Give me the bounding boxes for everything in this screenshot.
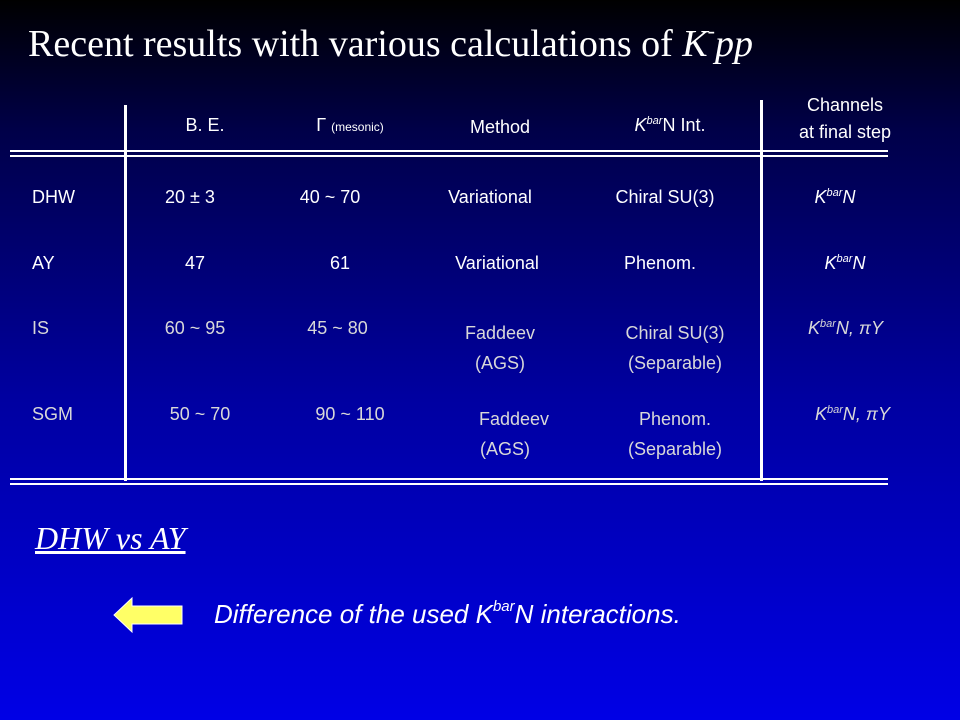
header-rule-bottom (10, 155, 888, 157)
cell-gamma: 45 ~ 80 (307, 318, 368, 338)
header-gamma: Γ (mesonic) (316, 115, 384, 135)
slide-title: Recent results with various calculations… (28, 18, 753, 65)
cell-channels: KbarN (814, 187, 856, 207)
table-divider-left (124, 105, 127, 481)
cell-gamma: 90 ~ 110 (315, 404, 385, 424)
cell-interaction: Chiral SU(3) (Separable) (625, 323, 725, 373)
cell-be: 20 ± 3 (165, 187, 215, 207)
header-rule-top (10, 150, 888, 152)
cell-method: Variational (455, 253, 539, 273)
cell-gamma: 40 ~ 70 (299, 187, 361, 207)
left-arrow-icon (112, 596, 184, 639)
footer-rule-top (10, 478, 888, 480)
row-label: DHW (32, 187, 75, 207)
comparison-heading: DHW vs AY (35, 520, 186, 556)
cell-interaction: Phenom. (623, 253, 697, 273)
cell-channels: KbarN, πY (815, 404, 890, 424)
cell-channels: KbarN, πY (808, 318, 883, 338)
cell-be: 50 ~ 70 (169, 404, 231, 424)
cell-interaction: Chiral SU(3) (615, 187, 715, 207)
row-label: IS (32, 318, 50, 338)
cell-interaction: Phenom. (Separable) (627, 409, 723, 459)
table-divider-right (760, 100, 763, 481)
cell-channels: KbarN (824, 253, 866, 273)
cell-gamma: 61 (329, 253, 351, 273)
comparison-text: Difference of the used KbarN interaction… (214, 598, 681, 629)
header-method: Method (469, 117, 531, 137)
row-label: SGM (32, 404, 74, 424)
footer-rule-bottom (10, 483, 888, 485)
header-be: B. E. (185, 115, 225, 135)
cell-be: 47 (184, 253, 206, 273)
cell-method: Faddeev (AGS) (478, 409, 550, 459)
header-channels: Channels at final step (798, 95, 892, 142)
cell-be: 60 ~ 95 (164, 318, 226, 338)
cell-method: Faddeev (AGS) (464, 323, 536, 373)
header-kbarn-int: KbarN Int. (634, 115, 706, 135)
row-label: AY (32, 253, 55, 273)
cell-method: Variational (448, 187, 532, 207)
